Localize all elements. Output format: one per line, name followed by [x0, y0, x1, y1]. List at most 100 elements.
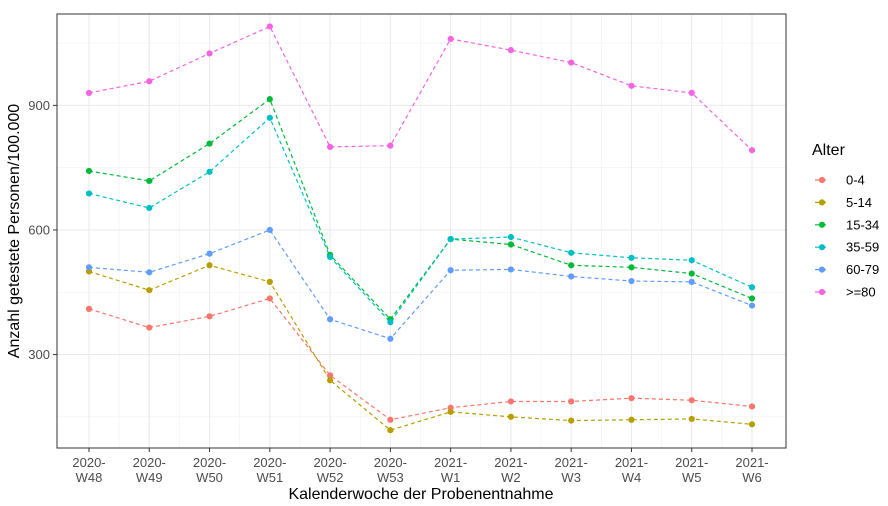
- data-point: [387, 319, 394, 326]
- data-point: [688, 397, 695, 404]
- data-point: [507, 47, 515, 54]
- legend-key-point: [818, 244, 826, 251]
- x-tick-label: 2020-W50: [193, 455, 226, 485]
- series-line: [88, 116, 753, 324]
- data-point: [85, 167, 93, 175]
- data-point: [387, 142, 394, 149]
- y-tick-label: 900: [28, 98, 50, 113]
- data-point: [206, 168, 213, 175]
- x-tick-label: 2021-W4: [615, 455, 648, 485]
- x-tick-label-line: W5: [682, 470, 702, 485]
- x-tick-label-line: W50: [196, 470, 223, 485]
- data-point: [266, 295, 273, 302]
- x-tick-label-line: 2021-: [615, 455, 648, 470]
- data-point: [266, 96, 273, 103]
- x-tick-label-line: W52: [317, 470, 344, 485]
- data-point: [146, 324, 153, 331]
- data-point: [206, 50, 213, 57]
- data-point: [628, 277, 635, 285]
- x-tick-label-line: 2020-: [133, 455, 166, 470]
- data-point: [748, 421, 756, 428]
- x-tick-label: 2020-W52: [313, 455, 346, 485]
- data-point: [85, 305, 93, 312]
- data-point: [628, 254, 635, 261]
- x-tick-label: 2021-W1: [434, 455, 467, 485]
- x-tick-label-line: 2020-: [253, 455, 286, 470]
- legend-key-point: [818, 221, 826, 228]
- legend-label: 5-14: [846, 195, 872, 210]
- data-point: [266, 278, 273, 285]
- data-point: [628, 416, 635, 423]
- data-point: [146, 177, 153, 185]
- legend-label: 0-4: [846, 173, 865, 188]
- data-point: [688, 270, 695, 277]
- x-tick-label-line: W6: [742, 470, 762, 485]
- data-point: [507, 241, 515, 248]
- x-tick-label-line: 2020-: [193, 455, 226, 470]
- data-point: [507, 413, 515, 420]
- data-point: [748, 284, 756, 291]
- x-tick-label-line: 2021-: [494, 455, 527, 470]
- legend-key-point: [818, 266, 826, 273]
- data-point: [748, 295, 756, 302]
- legend-key-point: [818, 288, 826, 296]
- x-tick-label-line: 2021-: [675, 455, 708, 470]
- x-tick-label-line: 2021-: [434, 455, 467, 470]
- x-tick-label: 2021-W5: [675, 455, 708, 485]
- plot-panel: [57, 14, 786, 448]
- data-point: [206, 250, 213, 257]
- data-point: [688, 415, 695, 423]
- data-point: [387, 416, 394, 423]
- legend-key-point: [818, 199, 826, 206]
- data-point: [387, 335, 394, 342]
- data-point: [85, 89, 93, 97]
- series-line: [88, 25, 753, 151]
- legend-label: >=80: [846, 285, 876, 300]
- legend-title: Alter: [812, 142, 846, 159]
- data-point: [266, 226, 273, 234]
- x-tick-label-line: 2021-: [555, 455, 588, 470]
- data-point: [326, 377, 334, 384]
- data-point: [266, 114, 273, 121]
- data-point: [568, 262, 575, 269]
- legend-label: 60-79: [846, 262, 879, 277]
- x-tick-label-line: 2021-: [735, 455, 768, 470]
- x-tick-label-line: W4: [622, 470, 642, 485]
- data-point: [85, 190, 93, 197]
- y-tick-label: 600: [28, 222, 50, 237]
- data-point: [568, 417, 575, 424]
- data-point: [266, 23, 273, 30]
- data-point: [628, 82, 635, 89]
- data-point: [688, 278, 695, 285]
- x-tick-label-line: W1: [441, 470, 461, 485]
- x-tick-label: 2020-W53: [374, 455, 407, 485]
- legend-key-point: [818, 176, 826, 184]
- x-tick-label: 2020-W49: [133, 455, 166, 485]
- data-point: [507, 398, 515, 405]
- x-tick-label-line: 2020-: [72, 455, 105, 470]
- data-point: [568, 273, 575, 280]
- y-tick-label: 300: [28, 347, 50, 362]
- data-point: [447, 408, 454, 415]
- series-line: [88, 264, 753, 431]
- data-point: [628, 395, 635, 402]
- data-point: [688, 89, 695, 97]
- data-point: [568, 249, 575, 256]
- data-point: [146, 269, 153, 276]
- legend-label: 35-59: [846, 240, 879, 255]
- data-point: [568, 398, 575, 405]
- data-point: [206, 313, 213, 320]
- data-point: [507, 266, 515, 273]
- data-point: [326, 316, 334, 323]
- axis-layer: 3006009002020-W482020-W492020-W502020-W5…: [28, 98, 768, 485]
- series-line: [88, 229, 753, 340]
- data-point: [146, 204, 153, 212]
- data-point: [206, 140, 213, 147]
- data-point: [447, 235, 454, 243]
- data-point: [146, 78, 153, 85]
- data-point: [447, 35, 454, 43]
- data-point: [326, 372, 334, 379]
- x-tick-label: 2021-W3: [555, 455, 588, 485]
- x-tick-label: 2021-W2: [494, 455, 527, 485]
